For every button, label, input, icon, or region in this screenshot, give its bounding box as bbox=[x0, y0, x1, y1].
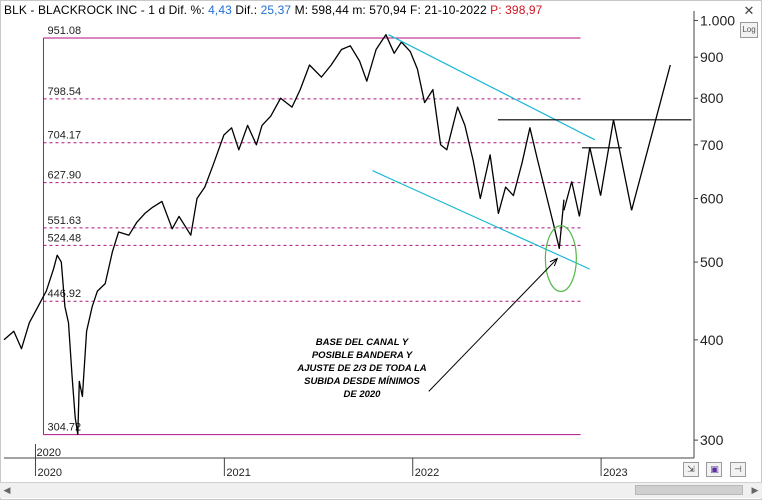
channel-upper-line bbox=[388, 34, 596, 141]
channel-lower-line bbox=[372, 170, 590, 270]
price-value: 398,97 bbox=[505, 3, 543, 17]
start-marker-label: 2020 bbox=[36, 447, 60, 459]
drawings-group bbox=[372, 34, 692, 392]
fib-level-label: 551.63 bbox=[47, 215, 81, 227]
max-label: M: bbox=[294, 3, 309, 17]
bottom-toolbar: ⇲ ▣ ⊣ bbox=[683, 462, 749, 478]
max-value: 598,44 bbox=[311, 3, 349, 17]
dif-label: Dif.: bbox=[235, 3, 258, 17]
log-scale-toggle[interactable]: Log bbox=[740, 22, 758, 38]
date-label: F: bbox=[410, 3, 421, 17]
fib-level-label: 524.48 bbox=[47, 232, 81, 244]
y-tick-label: 500 bbox=[700, 254, 724, 270]
y-tick-label: 600 bbox=[700, 191, 724, 207]
annotation-arrow bbox=[428, 258, 558, 392]
scroll-right-icon[interactable]: ▶ bbox=[751, 485, 759, 495]
annotation-text-line: BASE DEL CANAL Y bbox=[316, 337, 410, 348]
projection-path bbox=[563, 64, 671, 217]
dif-pct-label: Dif. %: bbox=[168, 3, 205, 17]
pin-icon[interactable]: ⊣ bbox=[729, 462, 746, 477]
price-label: P: bbox=[490, 3, 502, 17]
annotation-text-line: DE 2020 bbox=[344, 389, 382, 400]
fib-level-label: 704.17 bbox=[47, 130, 81, 142]
min-label: m: bbox=[352, 3, 366, 17]
y-tick-label: 800 bbox=[700, 90, 724, 106]
y-tick-label: 400 bbox=[700, 332, 724, 348]
x-tick-label: 2023 bbox=[603, 467, 627, 479]
dif-value: 25,37 bbox=[260, 3, 292, 17]
fib-level-label: 951.08 bbox=[47, 25, 81, 37]
date-value: 21-10-2022 bbox=[424, 3, 487, 17]
annotation-group: BASE DEL CANAL Y POSIBLE BANDERA Y AJUSTE … bbox=[296, 337, 426, 400]
scroll-thumb[interactable] bbox=[635, 485, 743, 495]
price-line bbox=[3, 34, 565, 436]
fib-level-label: 304.72 bbox=[47, 422, 81, 434]
x-tick-label: 2021 bbox=[226, 467, 250, 479]
horizontal-scrollbar[interactable]: ◀ ▶ bbox=[0, 482, 762, 498]
support-ellipse bbox=[544, 225, 577, 293]
min-value: 570,94 bbox=[369, 3, 407, 17]
price-series-group bbox=[3, 34, 565, 436]
arrow-head-icon bbox=[549, 257, 559, 267]
fib-level-label: 627.90 bbox=[47, 170, 81, 182]
fib-level-label: 798.54 bbox=[47, 86, 81, 98]
y-tick-label: 900 bbox=[700, 49, 724, 65]
symbol-label: BLK - BLACKROCK INC - 1 d bbox=[4, 3, 166, 17]
scroll-left-icon[interactable]: ◀ bbox=[3, 485, 11, 495]
annotation-text-line: POSIBLE BANDERA Y bbox=[312, 350, 414, 361]
x-tick-label: 2020 bbox=[37, 467, 61, 479]
x-tick-label: 2022 bbox=[415, 467, 439, 479]
y-tick-label: 300 bbox=[700, 432, 724, 448]
annotation-text-line: SUBIDA DESDE MÍNIMOS bbox=[304, 376, 420, 387]
axes-group: 1.000 900 800 700 600 500 400 300 2020 2021 2022 20… bbox=[4, 11, 735, 479]
save-icon[interactable]: ▣ bbox=[706, 462, 723, 477]
fib-levels-group: 951.08798.54704.17627.90551.63524.48446.… bbox=[42, 25, 581, 436]
y-tick-label: 1.000 bbox=[700, 12, 735, 28]
close-icon[interactable]: ✕ bbox=[743, 3, 755, 18]
y-tick-label: 700 bbox=[700, 137, 724, 153]
zoom-icon[interactable]: ⇲ bbox=[683, 462, 699, 477]
dif-pct-value: 4,43 bbox=[208, 3, 232, 17]
chart-header: BLK - BLACKROCK INC - 1 d Dif. %: 4,43 D… bbox=[4, 3, 542, 17]
annotation-text-line: AJUSTE DE 2/3 DE TODA LA bbox=[296, 363, 426, 374]
